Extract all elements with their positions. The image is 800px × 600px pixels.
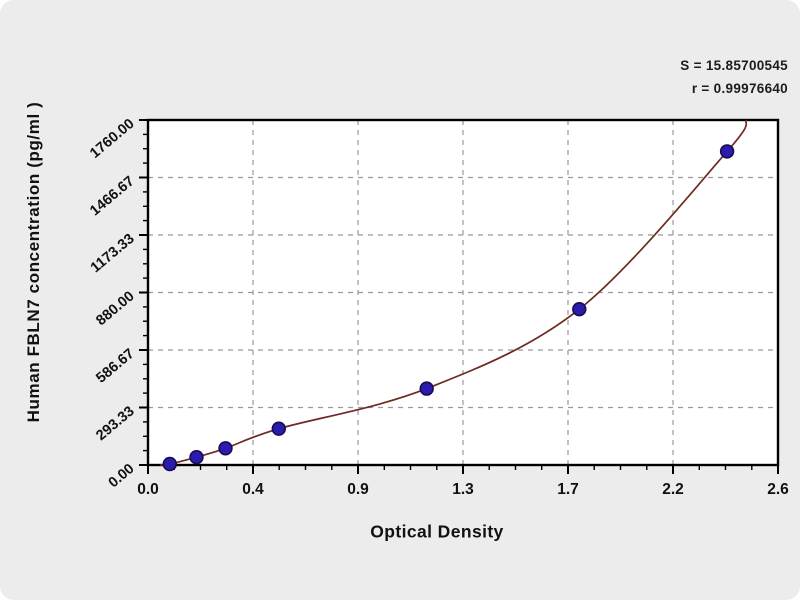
x-tick-label: 2.2	[662, 481, 684, 498]
data-point	[719, 144, 735, 159]
y-tick-label: 586.67	[93, 346, 137, 387]
data-point	[271, 421, 286, 436]
x-tick-label: 0.9	[347, 481, 369, 498]
fit-s-value: S = 15.85700545	[680, 58, 788, 73]
x-tick-label: 0.4	[242, 481, 264, 498]
y-tick-label: 1760.00	[87, 116, 137, 162]
y-tick-label: 0.00	[106, 461, 138, 491]
y-tick-label: 1173.33	[88, 231, 138, 276]
fit-statistics: S = 15.85700545 r = 0.99976640	[680, 54, 788, 100]
data-point	[218, 441, 233, 456]
fit-r-value: r = 0.99976640	[691, 81, 788, 96]
data-point	[572, 302, 587, 317]
plot-frame	[146, 118, 780, 467]
data-point	[162, 456, 178, 472]
x-tick-label: 2.6	[767, 481, 789, 498]
x-axis-title: Optical Density	[370, 521, 504, 542]
x-tick-label: 1.3	[452, 481, 474, 498]
data-point	[189, 450, 204, 465]
y-tick-label: 1466.67	[87, 173, 137, 219]
x-tick-label: 1.7	[557, 481, 579, 498]
data-point	[419, 381, 434, 396]
fitted-curve-line	[159, 119, 748, 466]
y-tick-label: 880.00	[93, 288, 137, 329]
y-tick-label: 293.33	[93, 403, 137, 444]
x-tick-label: 0.0	[137, 481, 159, 498]
